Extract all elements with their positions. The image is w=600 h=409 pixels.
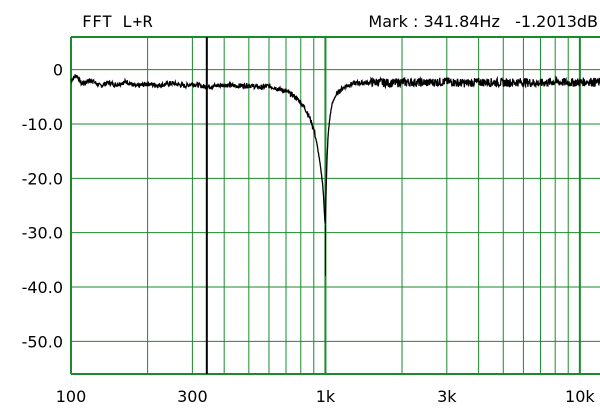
y-axis: 0 -10.0 -20.0 -30.0 -40.0 -50.0 [22,61,63,352]
y-tick-label: -40.0 [22,278,63,297]
x-tick-label: 300 [177,387,208,406]
x-tick-label: 10k [565,387,595,406]
x-tick-label: 100 [56,387,87,406]
x-tick-label: 1k [316,387,336,406]
y-tick-label: -10.0 [22,115,63,134]
series-group [70,73,600,277]
y-tick-label: -50.0 [22,332,63,351]
chart-title: FFT L+R [82,12,153,31]
y-tick-label: -30.0 [22,224,63,243]
marker-readout: Mark : 341.84Hz -1.2013dB [368,12,598,31]
x-tick-label: 3k [437,387,457,406]
series-line [70,73,600,224]
y-tick-label: -20.0 [22,169,63,188]
x-axis: 100 300 1k 3k 10k [56,387,596,406]
grid [70,36,600,375]
y-tick-label: 0 [53,61,63,80]
